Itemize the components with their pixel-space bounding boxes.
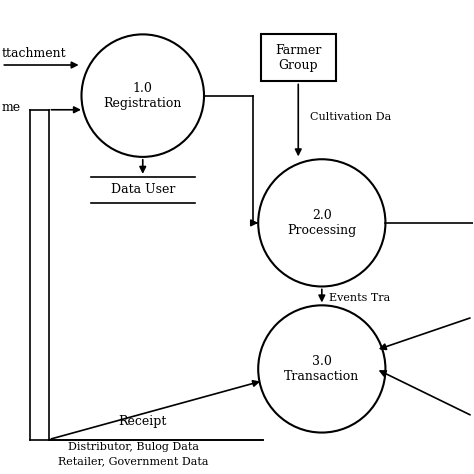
Text: Receipt: Receipt bbox=[118, 415, 167, 428]
Text: ttachment: ttachment bbox=[1, 47, 66, 60]
Text: me: me bbox=[1, 101, 20, 114]
Text: 3.0
Transaction: 3.0 Transaction bbox=[284, 355, 359, 383]
Bar bbox=[261, 35, 336, 82]
Text: Cultivation Da: Cultivation Da bbox=[310, 112, 392, 122]
Text: Farmer
Group: Farmer Group bbox=[275, 44, 321, 72]
Text: Events Tra: Events Tra bbox=[329, 293, 390, 303]
Text: Retailer, Government Data: Retailer, Government Data bbox=[58, 456, 209, 466]
Text: 1.0
Registration: 1.0 Registration bbox=[103, 82, 182, 109]
Text: Distributor, Bulog Data: Distributor, Bulog Data bbox=[68, 442, 199, 452]
Text: Data User: Data User bbox=[110, 183, 175, 196]
Text: 2.0
Processing: 2.0 Processing bbox=[287, 209, 356, 237]
